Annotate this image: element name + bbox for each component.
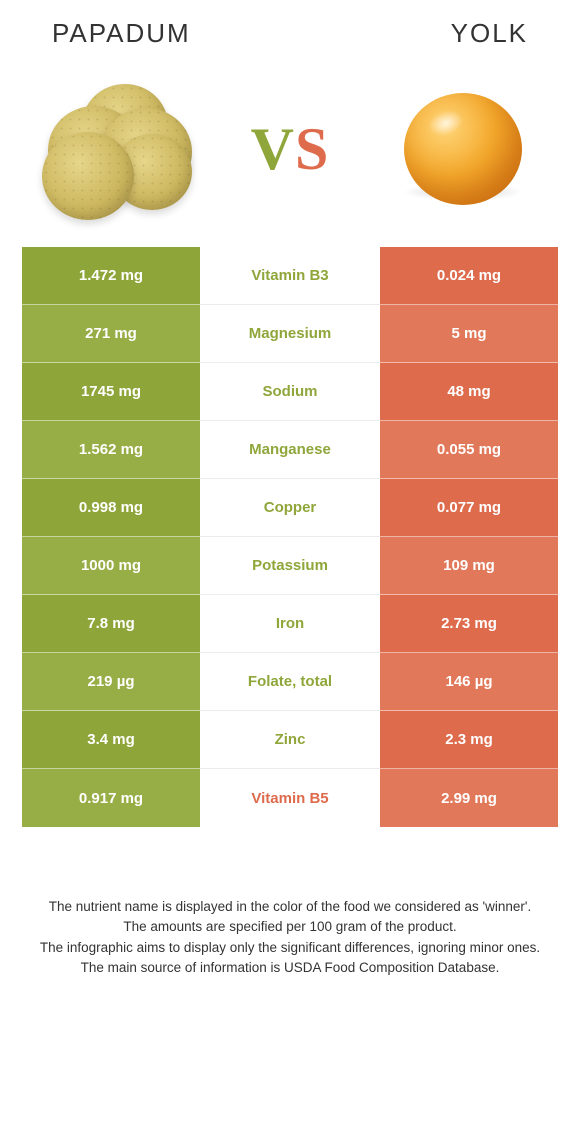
table-row: 0.998 mgCopper0.077 mg xyxy=(22,479,558,537)
nutrient-label-cell: Manganese xyxy=(200,421,380,479)
yolk-icon xyxy=(388,79,538,219)
nutrient-label-cell: Potassium xyxy=(200,537,380,595)
papadum-stack-icon xyxy=(42,84,192,214)
footnote-line: The main source of information is USDA F… xyxy=(22,958,558,978)
right-value-cell: 109 mg xyxy=(380,537,558,595)
papadum-image xyxy=(32,79,202,219)
table-row: 271 mgMagnesium5 mg xyxy=(22,305,558,363)
right-value-cell: 2.73 mg xyxy=(380,595,558,653)
left-value-cell: 3.4 mg xyxy=(22,711,200,769)
right-value-cell: 146 µg xyxy=(380,653,558,711)
left-value-cell: 271 mg xyxy=(22,305,200,363)
footnote-line: The amounts are specified per 100 gram o… xyxy=(22,917,558,937)
table-row: 1000 mgPotassium109 mg xyxy=(22,537,558,595)
right-value-cell: 0.055 mg xyxy=(380,421,558,479)
images-row: VS xyxy=(22,55,558,247)
nutrient-label-cell: Sodium xyxy=(200,363,380,421)
vs-s: S xyxy=(295,116,329,182)
infographic-root: Papadum Yolk VS 1.472 mgVitamin xyxy=(0,0,580,978)
yolk-image xyxy=(378,79,548,219)
nutrient-label-cell: Magnesium xyxy=(200,305,380,363)
nutrient-table: 1.472 mgVitamin B30.024 mg271 mgMagnesiu… xyxy=(22,247,558,827)
nutrient-label-cell: Iron xyxy=(200,595,380,653)
table-row: 219 µgFolate, total146 µg xyxy=(22,653,558,711)
table-row: 7.8 mgIron2.73 mg xyxy=(22,595,558,653)
left-value-cell: 1.562 mg xyxy=(22,421,200,479)
right-value-cell: 2.99 mg xyxy=(380,769,558,827)
left-value-cell: 219 µg xyxy=(22,653,200,711)
right-value-cell: 0.024 mg xyxy=(380,247,558,305)
left-value-cell: 1.472 mg xyxy=(22,247,200,305)
left-value-cell: 0.998 mg xyxy=(22,479,200,537)
footnote-line: The infographic aims to display only the… xyxy=(22,938,558,958)
table-row: 1745 mgSodium48 mg xyxy=(22,363,558,421)
nutrient-label-cell: Folate, total xyxy=(200,653,380,711)
vs-v: V xyxy=(251,116,295,182)
nutrient-label-cell: Vitamin B5 xyxy=(200,769,380,827)
nutrient-label-cell: Zinc xyxy=(200,711,380,769)
table-row: 3.4 mgZinc2.3 mg xyxy=(22,711,558,769)
vs-label: VS xyxy=(251,115,330,184)
left-value-cell: 1000 mg xyxy=(22,537,200,595)
right-food-title: Yolk xyxy=(451,18,528,49)
table-row: 1.562 mgManganese0.055 mg xyxy=(22,421,558,479)
footnote-block: The nutrient name is displayed in the co… xyxy=(22,897,558,978)
right-value-cell: 0.077 mg xyxy=(380,479,558,537)
right-value-cell: 2.3 mg xyxy=(380,711,558,769)
header-row: Papadum Yolk xyxy=(22,18,558,55)
table-row: 0.917 mgVitamin B52.99 mg xyxy=(22,769,558,827)
left-value-cell: 7.8 mg xyxy=(22,595,200,653)
left-food-title: Papadum xyxy=(52,18,191,49)
right-value-cell: 48 mg xyxy=(380,363,558,421)
nutrient-label-cell: Copper xyxy=(200,479,380,537)
nutrient-label-cell: Vitamin B3 xyxy=(200,247,380,305)
table-row: 1.472 mgVitamin B30.024 mg xyxy=(22,247,558,305)
left-value-cell: 1745 mg xyxy=(22,363,200,421)
right-value-cell: 5 mg xyxy=(380,305,558,363)
left-value-cell: 0.917 mg xyxy=(22,769,200,827)
footnote-line: The nutrient name is displayed in the co… xyxy=(22,897,558,917)
